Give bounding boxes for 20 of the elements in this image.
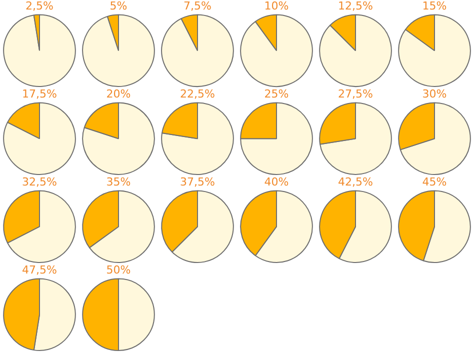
chart-title: 40% (264, 175, 289, 188)
chart-title: 20% (106, 87, 131, 100)
chart-title: 42,5% (338, 175, 373, 188)
chart-title: 5% (110, 0, 128, 12)
chart-title: 35% (106, 175, 131, 188)
chart-title: 25% (264, 87, 289, 100)
chart-title: 17,5% (22, 87, 57, 100)
chart-title: 2,5% (26, 0, 54, 12)
chart-title: 45% (422, 175, 447, 188)
chart-title: 37,5% (180, 175, 215, 188)
chart-title: 50% (106, 263, 131, 276)
chart-title: 27,5% (338, 87, 373, 100)
chart-title: 32,5% (22, 175, 57, 188)
chart-title: 12,5% (338, 0, 373, 12)
chart-title: 22,5% (180, 87, 215, 100)
chart-title: 47,5% (22, 263, 57, 276)
chart-title: 10% (264, 0, 289, 12)
chart-title: 7,5% (184, 0, 212, 12)
chart-title: 30% (422, 87, 447, 100)
chart-title: 15% (422, 0, 447, 12)
